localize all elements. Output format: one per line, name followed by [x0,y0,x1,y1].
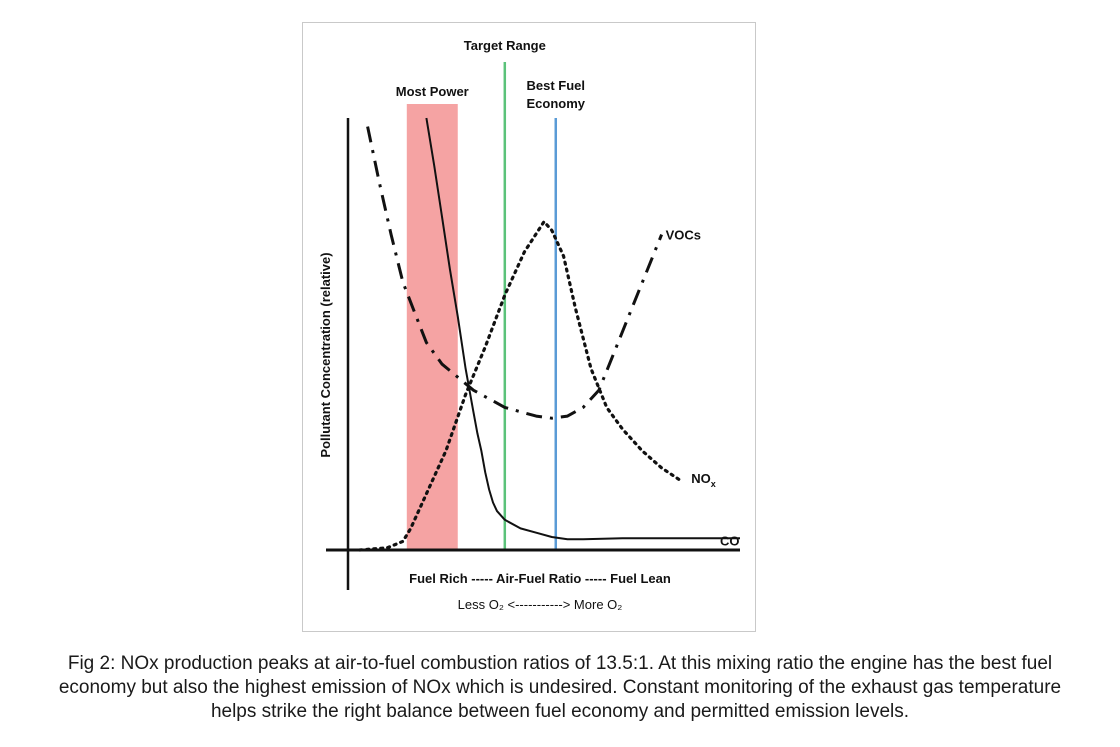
vocs-label: VOCs [666,228,701,243]
best-fuel-economy-label-line2: Economy [527,96,586,111]
x-axis-title: Fuel Rich ----- Air-Fuel Ratio ----- Fue… [409,571,671,586]
figure-caption: Fig 2: NOx production peaks at air-to-fu… [0,652,1120,724]
most-power-region [406,104,458,550]
caption-line-3: helps strike the right balance between f… [210,701,910,722]
y-axis-title: Pollutant Concentration (relative) [318,252,333,457]
series-no-line [358,220,683,552]
co-label: CO [720,533,740,548]
caption-line-2: economy but also the highest emission of… [58,677,1062,698]
emissions-chart: Most Power Target Range Best Fuel Economy CO… [318,38,740,612]
series-vocs-line [366,126,663,420]
series-co-line [425,117,740,541]
caption-line-1: Fig 2: NOx production peaks at air-to-fu… [67,653,1053,674]
best-fuel-economy-label-line1: Best Fuel [527,78,586,93]
most-power-label: Most Power [396,84,469,99]
target-range-label: Target Range [464,38,546,53]
nox-label: NOx [691,471,716,489]
x-axis-subtitle: Less O₂ <-----------> More O₂ [458,597,623,612]
